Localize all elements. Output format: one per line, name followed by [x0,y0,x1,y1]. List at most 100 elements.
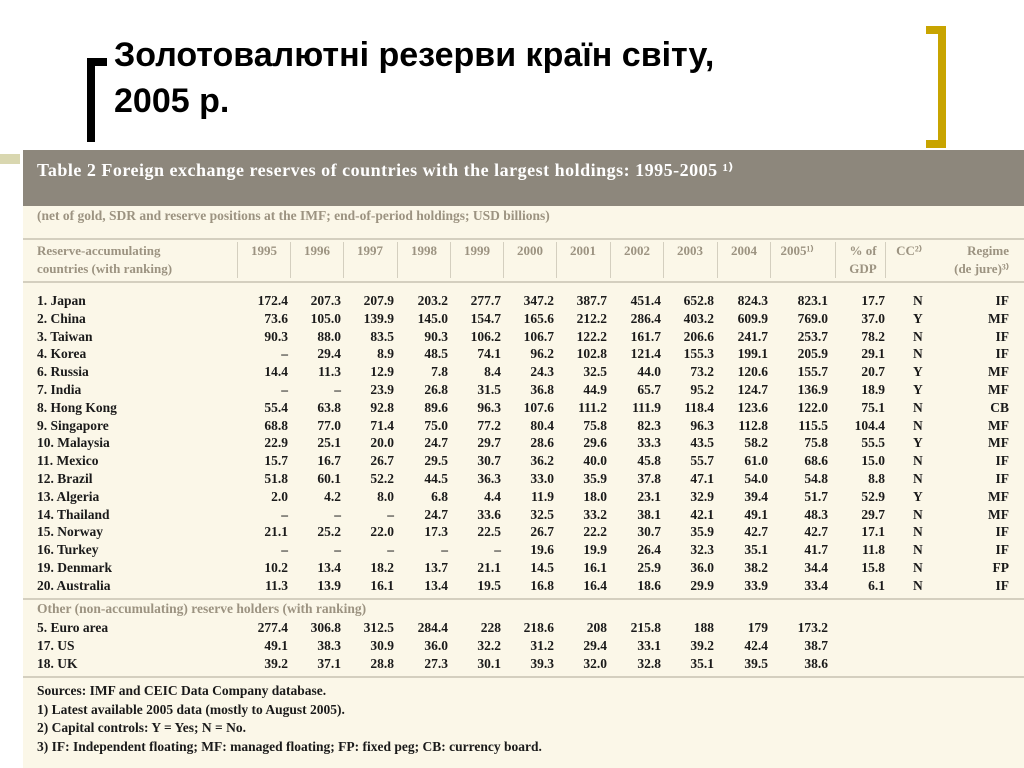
year-value: 75.8 [782,434,828,452]
year-value: 96.3 [668,417,714,435]
country-name: 17. US [37,637,75,655]
year-value: 54.8 [782,470,828,488]
year-value: 16.7 [295,452,341,470]
year-value: – [348,506,394,524]
year-value: 63.8 [295,399,341,417]
year-value: 161.7 [615,328,661,346]
year-value: 145.0 [402,310,448,328]
year-value: 13.9 [295,577,341,595]
year-value: 24.3 [508,363,554,381]
year-value: 38.6 [782,655,828,673]
gdp-share: 29.1 [839,345,885,363]
right-bracket-decoration [926,26,946,148]
year-value: 30.7 [615,523,661,541]
year-value: 111.9 [615,399,661,417]
table-row: 15. Norway 21.1 25.2 22.0 17.3 22.5 26.7 22.2 30… [23,523,1024,541]
capital-controls: Y [913,310,923,328]
country-name: 1. Japan [37,292,86,310]
exchange-regime: CB [959,399,1009,417]
capital-controls: N [913,559,923,577]
year-value: 38.1 [615,506,661,524]
year-value: 96.2 [508,345,554,363]
year-value: 206.6 [668,328,714,346]
slide-title-line2: 2005 р. [114,78,874,124]
exchange-regime: MF [959,434,1009,452]
year-value: 24.7 [402,506,448,524]
year-value: 38.7 [782,637,828,655]
column-divider [397,242,398,278]
year-value: 22.2 [561,523,607,541]
year-value: 45.8 [615,452,661,470]
country-name: 20. Australia [37,577,111,595]
year-value: 54.0 [722,470,768,488]
year-value: 172.4 [242,292,288,310]
year-value: 90.3 [242,328,288,346]
year-value: 42.4 [722,637,768,655]
table-row: 9. Singapore 68.8 77.0 71.4 75.0 77.2 80.4 75.8… [23,417,1024,435]
gdp-share: 17.7 [839,292,885,310]
column-divider [663,242,664,278]
col-header-regime: Regime (de jure)³⁾ [929,242,1009,278]
exchange-regime: IF [959,577,1009,595]
column-divider [343,242,344,278]
year-value: 21.1 [242,523,288,541]
year-value: 68.6 [782,452,828,470]
note-sources: Sources: IMF and CEIC Data Company datab… [37,682,542,701]
exchange-regime: FP [959,559,1009,577]
note-2: 2) Capital controls: Y = Yes; N = No. [37,719,542,738]
year-value: 96.3 [455,399,501,417]
col-header-year: 1998 [398,242,450,260]
year-value: – [402,541,448,559]
exchange-regime: MF [959,488,1009,506]
gdp-share: 78.2 [839,328,885,346]
year-value: 29.7 [455,434,501,452]
year-value: 39.2 [242,655,288,673]
exchange-regime: IF [959,452,1009,470]
year-value: 33.6 [455,506,501,524]
country-name: 19. Denmark [37,559,112,577]
capital-controls: N [913,328,923,346]
year-value: 33.1 [615,637,661,655]
col-header-year: 1995 [238,242,290,260]
year-value: 83.5 [348,328,394,346]
year-value: 30.7 [455,452,501,470]
year-value: 207.3 [295,292,341,310]
year-value: 111.2 [561,399,607,417]
year-value: 35.1 [668,655,714,673]
exchange-regime: IF [959,345,1009,363]
year-value: 75.8 [561,417,607,435]
country-name: 13. Algeria [37,488,99,506]
year-value: 58.2 [722,434,768,452]
year-value: 208 [561,619,607,637]
capital-controls: N [913,399,923,417]
year-value: 10.2 [242,559,288,577]
year-value: 89.6 [402,399,448,417]
year-value: 16.1 [561,559,607,577]
divider [23,676,1024,678]
year-value: 28.6 [508,434,554,452]
year-value: 154.7 [455,310,501,328]
year-value: 12.9 [348,363,394,381]
year-value: 112.8 [722,417,768,435]
year-value: 155.7 [782,363,828,381]
table-row: 12. Brazil 51.8 60.1 52.2 44.5 36.3 33.0 35.9 37… [23,470,1024,488]
exchange-regime: IF [959,523,1009,541]
year-value: 23.9 [348,381,394,399]
gdp-share: 55.5 [839,434,885,452]
col-header-year: 1999 [451,242,503,260]
col-header-country: Reserve-accumulating countries (with ran… [37,242,172,278]
accent-bar [0,154,20,164]
year-value: 451.4 [615,292,661,310]
year-value: 212.2 [561,310,607,328]
year-value: 203.2 [402,292,448,310]
year-value: – [455,541,501,559]
country-name: 10. Malaysia [37,434,110,452]
year-value: 253.7 [782,328,828,346]
year-value: 36.0 [402,637,448,655]
year-value: 107.6 [508,399,554,417]
country-name: 8. Hong Kong [37,399,117,417]
capital-controls: N [913,470,923,488]
year-value: 34.4 [782,559,828,577]
year-value: 17.3 [402,523,448,541]
column-divider [770,242,771,278]
